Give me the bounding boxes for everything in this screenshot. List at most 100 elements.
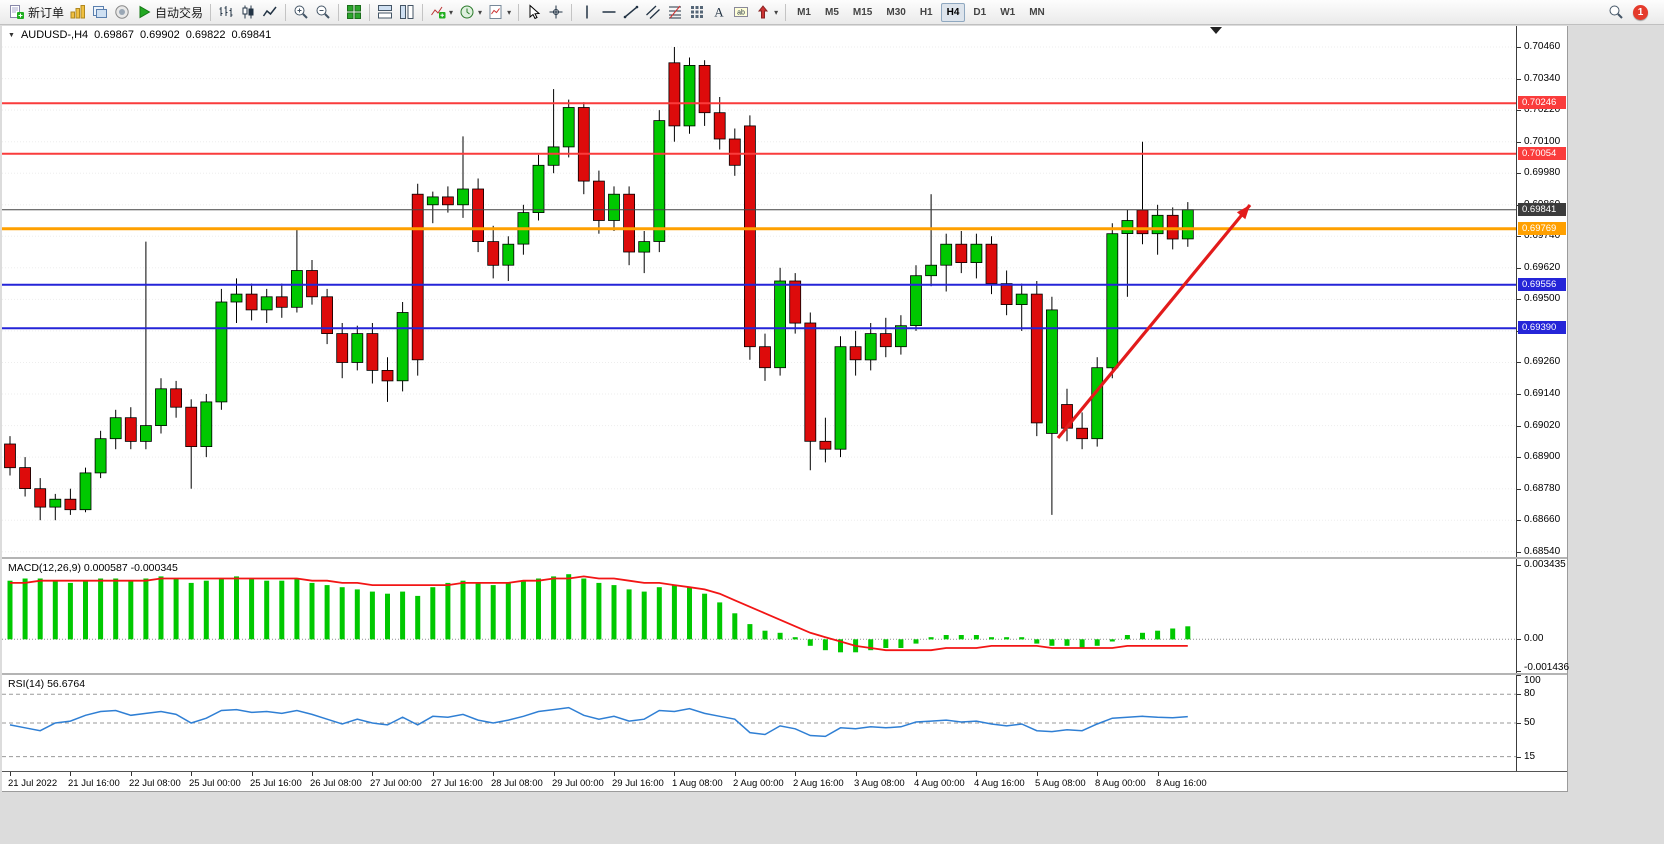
shapes-icon: [755, 4, 771, 20]
time-axis-label: 8 Aug 16:00: [1156, 778, 1207, 789]
time-axis-label: 25 Jul 00:00: [189, 778, 241, 789]
toolbar-separator: [210, 3, 212, 21]
macd-axis-label: 0.00: [1524, 633, 1544, 644]
bar-chart-button[interactable]: [215, 2, 237, 23]
time-axis-tick: [554, 772, 555, 776]
timeframe-d1-button[interactable]: D1: [973, 6, 987, 18]
pitchfork-button[interactable]: [686, 2, 708, 23]
macd-axis-tick: [1517, 639, 1521, 640]
channel-icon: [645, 4, 661, 20]
new-order-button[interactable]: 新订单: [6, 2, 67, 23]
price-axis-tick: [1517, 552, 1521, 553]
zoom-in-button[interactable]: [290, 2, 312, 23]
notification-badge[interactable]: 1: [1633, 4, 1648, 20]
toolbar-separator: [518, 3, 520, 21]
cascade-windows-button[interactable]: [396, 2, 418, 23]
zoom-out-button[interactable]: [312, 2, 334, 23]
templates-button[interactable]: ▾: [485, 2, 514, 23]
timeframe-m15-button[interactable]: M15: [852, 6, 873, 18]
horizontal-line-button[interactable]: [598, 2, 620, 23]
toolbar-separator: [338, 3, 340, 21]
periods-button[interactable]: ▾: [456, 2, 485, 23]
rsi-axis-label: 50: [1524, 717, 1536, 728]
time-axis-label: 29 Jul 00:00: [552, 778, 604, 789]
price-axis-tick: [1517, 489, 1521, 490]
macd-indicator-label: MACD(12,26,9) 0.000587 -0.000345: [8, 562, 178, 574]
price-axis-label: 0.70100: [1524, 136, 1561, 147]
price-axis-tick: [1517, 362, 1521, 363]
price-axis-label: 0.70460: [1524, 41, 1561, 52]
chart-menu-icon[interactable]: ▼: [8, 31, 15, 39]
cursor-button[interactable]: [523, 2, 545, 23]
time-axis[interactable]: 21 Jul 2022 21 Jul 16:00 22 Jul 08:00 25 Ju…: [2, 771, 1567, 791]
community-icon: [114, 4, 130, 20]
line-chart-button[interactable]: [259, 2, 281, 23]
text-button[interactable]: A: [708, 2, 730, 23]
equidistant-channel-button[interactable]: [642, 2, 664, 23]
macd-chart-canvas[interactable]: [2, 559, 1516, 673]
timeframe-h1-button[interactable]: H1: [919, 6, 933, 18]
fibonacci-button[interactable]: [664, 2, 686, 23]
toolbar-separator: [422, 3, 424, 21]
shapes-button[interactable]: ▾: [752, 2, 781, 23]
timeframe-m30-button[interactable]: M30: [886, 6, 906, 18]
svg-text:A: A: [714, 5, 724, 20]
charts-button[interactable]: [67, 2, 89, 23]
search-button[interactable]: [1605, 2, 1627, 23]
price-axis-label: 0.69260: [1524, 356, 1561, 367]
chart-high-value: 0.69902: [139, 29, 180, 41]
auto-trading-button[interactable]: 自动交易: [133, 2, 206, 23]
profiles-icon: [92, 4, 108, 20]
rsi-axis[interactable]: 100 80 50 15: [1516, 675, 1567, 771]
time-axis-label: 2 Aug 16:00: [793, 778, 844, 789]
rsi-axis-tick: [1517, 723, 1521, 724]
timeframe-m1-button[interactable]: M1: [797, 6, 811, 18]
time-axis-tick: [70, 772, 71, 776]
svg-text:ab: ab: [737, 10, 745, 17]
auto-arrange-button[interactable]: [374, 2, 396, 23]
timeframe-w1-button[interactable]: W1: [1000, 6, 1016, 18]
macd-axis-tick: [1517, 671, 1521, 672]
new-order-button-label: 新订单: [28, 5, 65, 20]
tile-windows-button[interactable]: [343, 2, 365, 23]
price-axis-tick: [1517, 236, 1521, 237]
price-axis-tick: [1517, 520, 1521, 521]
price-axis[interactable]: 0.70460 0.70340 0.70220 0.70100 0.69980 0.698…: [1516, 26, 1567, 557]
price-axis-tick: [1517, 268, 1521, 269]
timeframe-m5-button[interactable]: M5: [825, 6, 839, 18]
candlestick-button[interactable]: [237, 2, 259, 23]
time-axis-label: 8 Aug 00:00: [1095, 778, 1146, 789]
time-axis-tick: [976, 772, 977, 776]
time-axis-label: 27 Jul 00:00: [370, 778, 422, 789]
label-icon: ab: [733, 4, 749, 20]
macd-axis-tick: [1517, 565, 1521, 566]
indicators-icon: [430, 4, 446, 20]
timeframe-h4-button[interactable]: H4: [940, 2, 966, 22]
chart-window-audusd-h4[interactable]: ▼ AUDUSD-,H4 0.69867 0.69902 0.69822 0.6…: [2, 26, 1569, 792]
rsi-axis-tick: [1517, 675, 1521, 676]
price-axis-label: 0.68900: [1524, 451, 1561, 462]
trendline-button[interactable]: [620, 2, 642, 23]
rsi-axis-tick: [1517, 694, 1521, 695]
chevron-down-icon: ▾: [507, 7, 512, 17]
time-axis-label: 3 Aug 08:00: [854, 778, 905, 789]
vertical-line-button[interactable]: [576, 2, 598, 23]
chart-low-value: 0.69822: [185, 29, 226, 41]
price-tag: 0.69556: [1518, 278, 1566, 291]
panel-splitter[interactable]: [2, 557, 1567, 559]
macd-axis[interactable]: 0.003435 0.00 -0.001436: [1516, 559, 1569, 673]
panel-splitter[interactable]: [2, 673, 1567, 675]
crosshair-button[interactable]: [545, 2, 567, 23]
text-label-button[interactable]: ab: [730, 2, 752, 23]
profiles-button[interactable]: [89, 2, 111, 23]
indicators-button[interactable]: ▾: [427, 2, 456, 23]
community-button[interactable]: [111, 2, 133, 23]
price-axis-label: 0.70340: [1524, 73, 1561, 84]
price-chart-canvas[interactable]: [2, 26, 1516, 557]
rsi-chart-canvas[interactable]: [2, 675, 1516, 771]
time-axis-label: 2 Aug 00:00: [733, 778, 784, 789]
price-axis-tick: [1517, 173, 1521, 174]
time-axis-tick: [795, 772, 796, 776]
timeframe-mn-button[interactable]: MN: [1029, 6, 1045, 18]
time-axis-tick: [735, 772, 736, 776]
